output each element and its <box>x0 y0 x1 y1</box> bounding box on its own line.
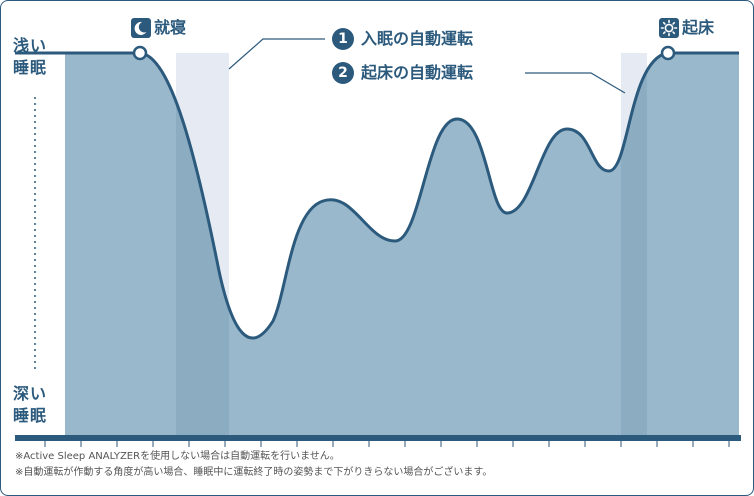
footnote-2: ※自動運転が作動する角度が高い場合、睡眠中に運転終了時の姿勢まで下がりきらない場… <box>15 467 493 478</box>
sleep-start-marker <box>132 45 148 61</box>
time-axis-ticks <box>44 441 730 447</box>
sun-icon <box>659 18 679 38</box>
callout-2-label: 起床の自動運転 <box>361 63 474 82</box>
deep-sleep-label: 深い 睡眠 <box>13 383 59 427</box>
callout-1-number: 1 <box>332 28 354 50</box>
callout-2-leader-line <box>525 72 626 94</box>
callout-1-leader-line <box>228 38 325 70</box>
deep-sleep-text: 深い 睡眠 <box>13 384 48 425</box>
crescent-moon-icon <box>131 18 151 38</box>
wake-marker-label: 起床 <box>682 18 715 37</box>
time-axis-bar <box>15 435 741 441</box>
shallow-sleep-label: 浅い 睡眠 <box>13 35 59 79</box>
callout-1-label: 入眠の自動運転 <box>361 29 474 48</box>
footnote-1: ※Active Sleep ANALYZERを使用しない場合は自動運転を行いませ… <box>15 451 340 462</box>
sleep-marker-label: 就寝 <box>154 18 187 37</box>
wake-marker <box>660 45 676 61</box>
sleep-depth-curve <box>15 51 739 340</box>
callout-2-number: 2 <box>332 62 354 84</box>
sleep-depth-area <box>65 53 739 435</box>
shallow-sleep-text: 浅い 睡眠 <box>13 36 48 77</box>
